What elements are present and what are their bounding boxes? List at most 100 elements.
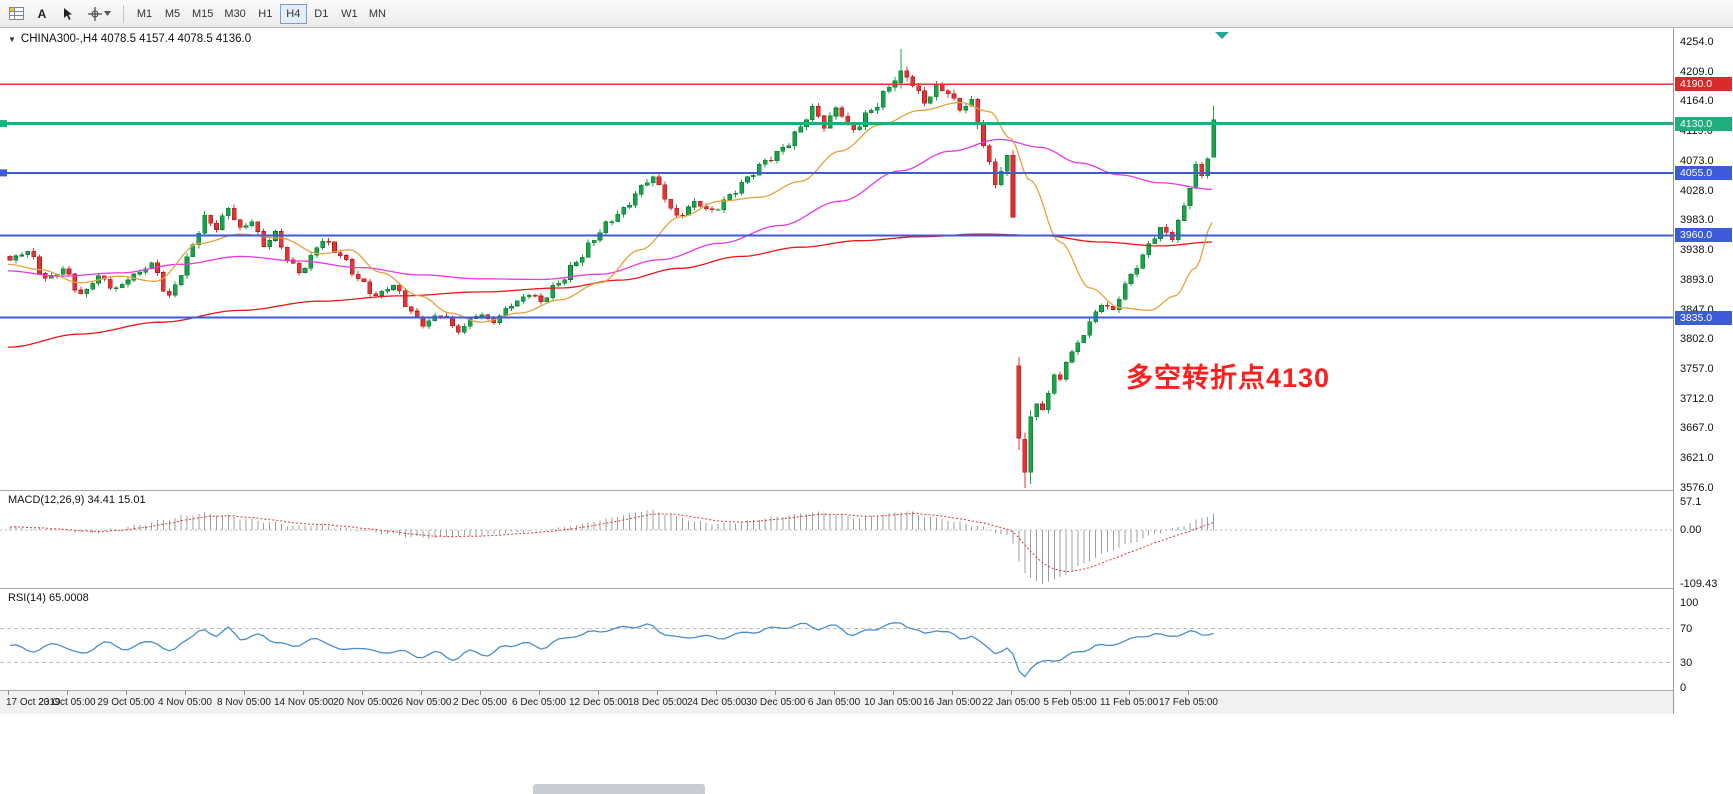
time-tick-label: 6 Dec 05:00 bbox=[512, 697, 566, 708]
price-tick-label: 3576.0 bbox=[1680, 482, 1714, 494]
cursor-tool-button[interactable] bbox=[56, 3, 80, 25]
rsi-label: RSI(14) 65.0008 bbox=[8, 592, 89, 604]
pane-splitter[interactable] bbox=[0, 490, 1733, 491]
time-tick bbox=[126, 691, 127, 695]
price-tick-label: 3712.0 bbox=[1680, 392, 1714, 405]
macd-tick-label: -109.43 bbox=[1680, 577, 1718, 590]
time-tick-label: 10 Jan 05:00 bbox=[864, 697, 922, 708]
macd-histogram bbox=[9, 510, 1215, 584]
time-tick bbox=[1188, 691, 1189, 695]
macd-signal-line bbox=[9, 512, 1214, 573]
symbol-header: ▼ CHINA300-,H4 4078.5 4157.4 4078.5 4136… bbox=[8, 33, 251, 45]
toolbar-separator bbox=[123, 4, 124, 23]
time-tick-label: 14 Nov 05:00 bbox=[274, 697, 334, 708]
time-tick-label: 18 Dec 05:00 bbox=[628, 697, 688, 708]
timeframe-group: M1 M5 M15 M30 H1 H4 D1 W1 MN bbox=[131, 3, 391, 24]
time-tick-label: 12 Dec 05:00 bbox=[569, 697, 629, 708]
text-tool-button[interactable]: A bbox=[30, 3, 54, 25]
chart-shift-marker[interactable] bbox=[1215, 32, 1229, 39]
time-tick bbox=[716, 691, 717, 695]
timeframe-button-m5[interactable]: M5 bbox=[159, 4, 186, 24]
time-tick-label: 17 Feb 05:00 bbox=[1159, 697, 1218, 708]
time-tick-label: 6 Jan 05:00 bbox=[807, 697, 861, 708]
candlesticks bbox=[7, 49, 1216, 488]
timeframe-button-mn[interactable]: MN bbox=[364, 4, 391, 24]
chart-grid-icon bbox=[8, 7, 24, 20]
rsi-pane[interactable]: RSI(14) 65.0008 bbox=[0, 589, 1673, 690]
time-tick-label: 5 Feb 05:00 bbox=[1043, 697, 1097, 708]
price-tick-label: 4254.0 bbox=[1680, 36, 1714, 48]
text-annotation[interactable]: 多空转折点4130 bbox=[1126, 363, 1331, 393]
chart-grid-button[interactable] bbox=[4, 3, 28, 25]
time-tick bbox=[1070, 691, 1071, 695]
timeframe-button-h1[interactable]: H1 bbox=[252, 4, 279, 24]
rsi-tick-label: 70 bbox=[1680, 622, 1693, 635]
macd-tick-label: 0.00 bbox=[1680, 524, 1702, 536]
price-tick-label: 3667.0 bbox=[1680, 422, 1714, 435]
bottom-space bbox=[0, 714, 1733, 794]
time-tick bbox=[67, 691, 68, 695]
pane-splitter[interactable] bbox=[0, 588, 1733, 589]
time-tick-label: 22 Jan 05:00 bbox=[982, 697, 1040, 708]
price-tick-label: 3621.0 bbox=[1680, 452, 1714, 465]
macd-canvas bbox=[0, 510, 1673, 584]
crosshair-tool-button[interactable] bbox=[82, 3, 116, 25]
time-tick bbox=[244, 691, 245, 695]
main-chart-canvas bbox=[0, 32, 1673, 488]
time-tick bbox=[8, 691, 9, 695]
time-tick-label: 2 Dec 05:00 bbox=[453, 697, 507, 708]
price-tick-label: 3983.0 bbox=[1680, 214, 1714, 227]
timeframe-button-m30[interactable]: M30 bbox=[219, 4, 250, 24]
timeframe-button-h4[interactable]: H4 bbox=[279, 3, 307, 24]
price-badge-3960.0: 3960.0 bbox=[1675, 228, 1732, 243]
time-tick-label: 4 Nov 05:00 bbox=[158, 697, 212, 708]
time-tick bbox=[362, 691, 363, 695]
symbol-menu-icon: ▼ bbox=[8, 34, 16, 44]
price-tick-label: 3802.0 bbox=[1680, 333, 1714, 346]
time-tick bbox=[834, 691, 835, 695]
rsi-tick-label: 100 bbox=[1680, 597, 1699, 609]
timeframe-button-m15[interactable]: M15 bbox=[187, 4, 218, 24]
cursor-icon bbox=[64, 7, 72, 20]
time-tick bbox=[480, 691, 481, 695]
time-tick-label: 24 Dec 05:00 bbox=[687, 697, 747, 708]
time-tick bbox=[657, 691, 658, 695]
rsi-tick-label: 30 bbox=[1680, 656, 1693, 669]
time-tick-label: 11 Feb 05:00 bbox=[1100, 697, 1159, 708]
ma-mid-magenta-line bbox=[7, 138, 1213, 281]
rsi-line bbox=[9, 622, 1214, 678]
price-badge-4055.0: 4055.0 bbox=[1675, 165, 1732, 180]
ma-fast-orange-line bbox=[7, 101, 1213, 323]
level-left-marker bbox=[0, 120, 7, 128]
price-tick-label: 4209.0 bbox=[1680, 65, 1714, 78]
price-tick-label: 3893.0 bbox=[1680, 273, 1714, 286]
timeframe-button-w1[interactable]: W1 bbox=[336, 4, 363, 24]
price-badge-4190.0: 4190.0 bbox=[1675, 77, 1732, 92]
time-axis[interactable]: 17 Oct 2019 23 Oct 05:00 29 Oct 05:00 4 Nov… bbox=[0, 690, 1733, 714]
macd-tick-label: 57.1 bbox=[1680, 496, 1702, 508]
time-tick bbox=[598, 691, 599, 695]
price-tick-label: 4028.0 bbox=[1680, 184, 1714, 197]
macd-pane[interactable]: MACD(12,26,9) 34.41 15.01 bbox=[0, 491, 1673, 588]
price-tick-label: 4164.0 bbox=[1680, 95, 1714, 108]
price-badge-4130.0: 4130.0 bbox=[1675, 116, 1732, 131]
time-tick bbox=[421, 691, 422, 695]
time-tick bbox=[952, 691, 953, 695]
price-chart-pane[interactable] bbox=[0, 28, 1673, 490]
chevron-down-icon bbox=[103, 11, 111, 16]
price-tick-label: 3938.0 bbox=[1680, 243, 1714, 256]
price-tick-label: 3757.0 bbox=[1680, 362, 1714, 375]
time-tick bbox=[893, 691, 894, 695]
time-tick-label: 23 Oct 05:00 bbox=[38, 697, 96, 708]
time-tick bbox=[185, 691, 186, 695]
price-axis[interactable]: 4254.0 4209.0 4164.0 4119.0 4073.0 4028.0 3983… bbox=[1673, 28, 1733, 714]
time-tick-label: 16 Jan 05:00 bbox=[923, 697, 981, 708]
time-tick bbox=[303, 691, 304, 695]
rsi-canvas bbox=[0, 622, 1673, 678]
level-left-marker bbox=[0, 169, 7, 177]
timeframe-button-d1[interactable]: D1 bbox=[308, 4, 335, 24]
time-tick-label: 30 Dec 05:00 bbox=[746, 697, 806, 708]
time-tick bbox=[775, 691, 776, 695]
timeframe-button-m1[interactable]: M1 bbox=[131, 4, 158, 24]
